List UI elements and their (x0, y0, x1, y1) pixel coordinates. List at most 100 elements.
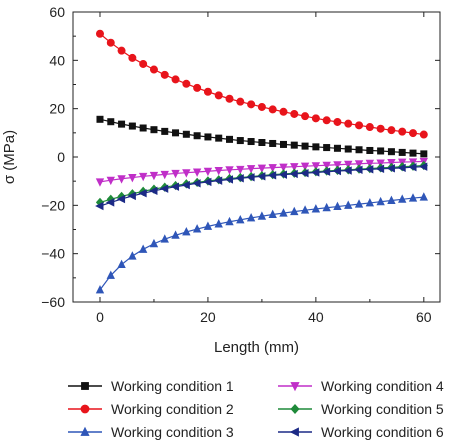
data-point (364, 165, 374, 174)
data-point (289, 169, 298, 179)
data-point (333, 161, 342, 170)
data-point (149, 65, 158, 74)
data-point (182, 169, 191, 178)
data-point (118, 120, 126, 128)
data-point (268, 164, 277, 173)
data-point (105, 198, 115, 207)
legend-item: Working condition 2 (68, 401, 234, 417)
data-point (344, 200, 353, 209)
data-point (172, 129, 180, 137)
data-point (246, 165, 256, 174)
x-tick-label: 60 (416, 309, 432, 325)
data-point (365, 198, 375, 207)
legend-marker (80, 426, 90, 436)
series-3 (95, 192, 428, 294)
data-point (117, 175, 126, 184)
data-point (225, 94, 234, 103)
data-point (203, 221, 213, 230)
data-point (387, 148, 395, 156)
data-point (107, 118, 115, 126)
series-6 (95, 162, 428, 211)
data-point (290, 141, 298, 149)
data-point (138, 172, 148, 182)
data-point (321, 167, 331, 176)
data-point (322, 116, 331, 125)
data-point (214, 91, 223, 100)
data-point (95, 178, 105, 187)
y-tick-label: 0 (57, 149, 65, 165)
legend-marker (81, 382, 89, 390)
data-point (149, 186, 158, 196)
data-point (181, 180, 190, 190)
data-point (354, 199, 364, 208)
data-point (267, 171, 277, 180)
data-point (269, 139, 277, 147)
data-point (246, 213, 256, 222)
data-point (203, 87, 212, 96)
data-point (322, 202, 331, 212)
data-point (214, 219, 223, 228)
legend-item: Working condition 4 (278, 378, 444, 394)
data-point (182, 79, 191, 88)
data-point (279, 208, 288, 217)
data-point (246, 173, 255, 182)
data-point (398, 194, 407, 203)
data-point (224, 175, 234, 184)
y-axis-label: σ (MPa) (1, 130, 18, 184)
data-point (268, 105, 277, 114)
data-point (344, 145, 352, 153)
data-point (226, 135, 234, 143)
data-point (171, 75, 180, 84)
series-2 (95, 29, 428, 139)
data-point (160, 70, 169, 79)
data-point (376, 124, 385, 133)
data-point (203, 167, 213, 177)
data-point (225, 166, 234, 175)
data-point (311, 114, 320, 123)
data-point (375, 164, 385, 174)
y-axis-ticks: −60 −40 −20 0 20 40 60 (41, 4, 440, 310)
data-point (312, 143, 320, 151)
data-point (161, 127, 169, 135)
data-point (96, 115, 104, 123)
data-point (95, 285, 105, 294)
data-point (365, 123, 374, 132)
legend-label: Working condition 5 (321, 401, 444, 417)
data-point (268, 209, 277, 219)
data-point (159, 184, 169, 193)
data-point (193, 83, 202, 92)
data-point (300, 205, 310, 214)
legend-item: Working condition 3 (68, 424, 234, 440)
legend-marker (289, 427, 299, 437)
y-tick-label: 20 (49, 101, 65, 117)
data-point (160, 170, 169, 180)
data-point (236, 214, 245, 224)
data-point (257, 172, 266, 181)
data-point (139, 124, 147, 132)
data-point (408, 162, 417, 172)
data-point (106, 270, 115, 279)
legend-marker (80, 404, 90, 414)
legend: Working condition 1 Working condition 2 Wo… (68, 378, 444, 440)
data-point (204, 133, 212, 141)
data-point (397, 163, 406, 173)
data-point (386, 164, 395, 173)
y-tick-label: −40 (41, 246, 65, 262)
x-tick-label: 20 (200, 309, 216, 325)
data-point (171, 230, 180, 239)
data-point (311, 162, 321, 171)
legend-marker (290, 403, 300, 415)
data-point (344, 119, 353, 128)
legend-label: Working condition 3 (111, 424, 234, 440)
data-point (355, 121, 364, 130)
data-point (333, 201, 342, 211)
data-point (398, 148, 406, 156)
data-point (290, 109, 299, 118)
data-point (257, 102, 266, 111)
data-point (409, 129, 418, 138)
data-point (301, 142, 309, 150)
data-point (420, 150, 428, 158)
legend-label: Working condition 6 (321, 424, 444, 440)
data-point (247, 138, 255, 146)
